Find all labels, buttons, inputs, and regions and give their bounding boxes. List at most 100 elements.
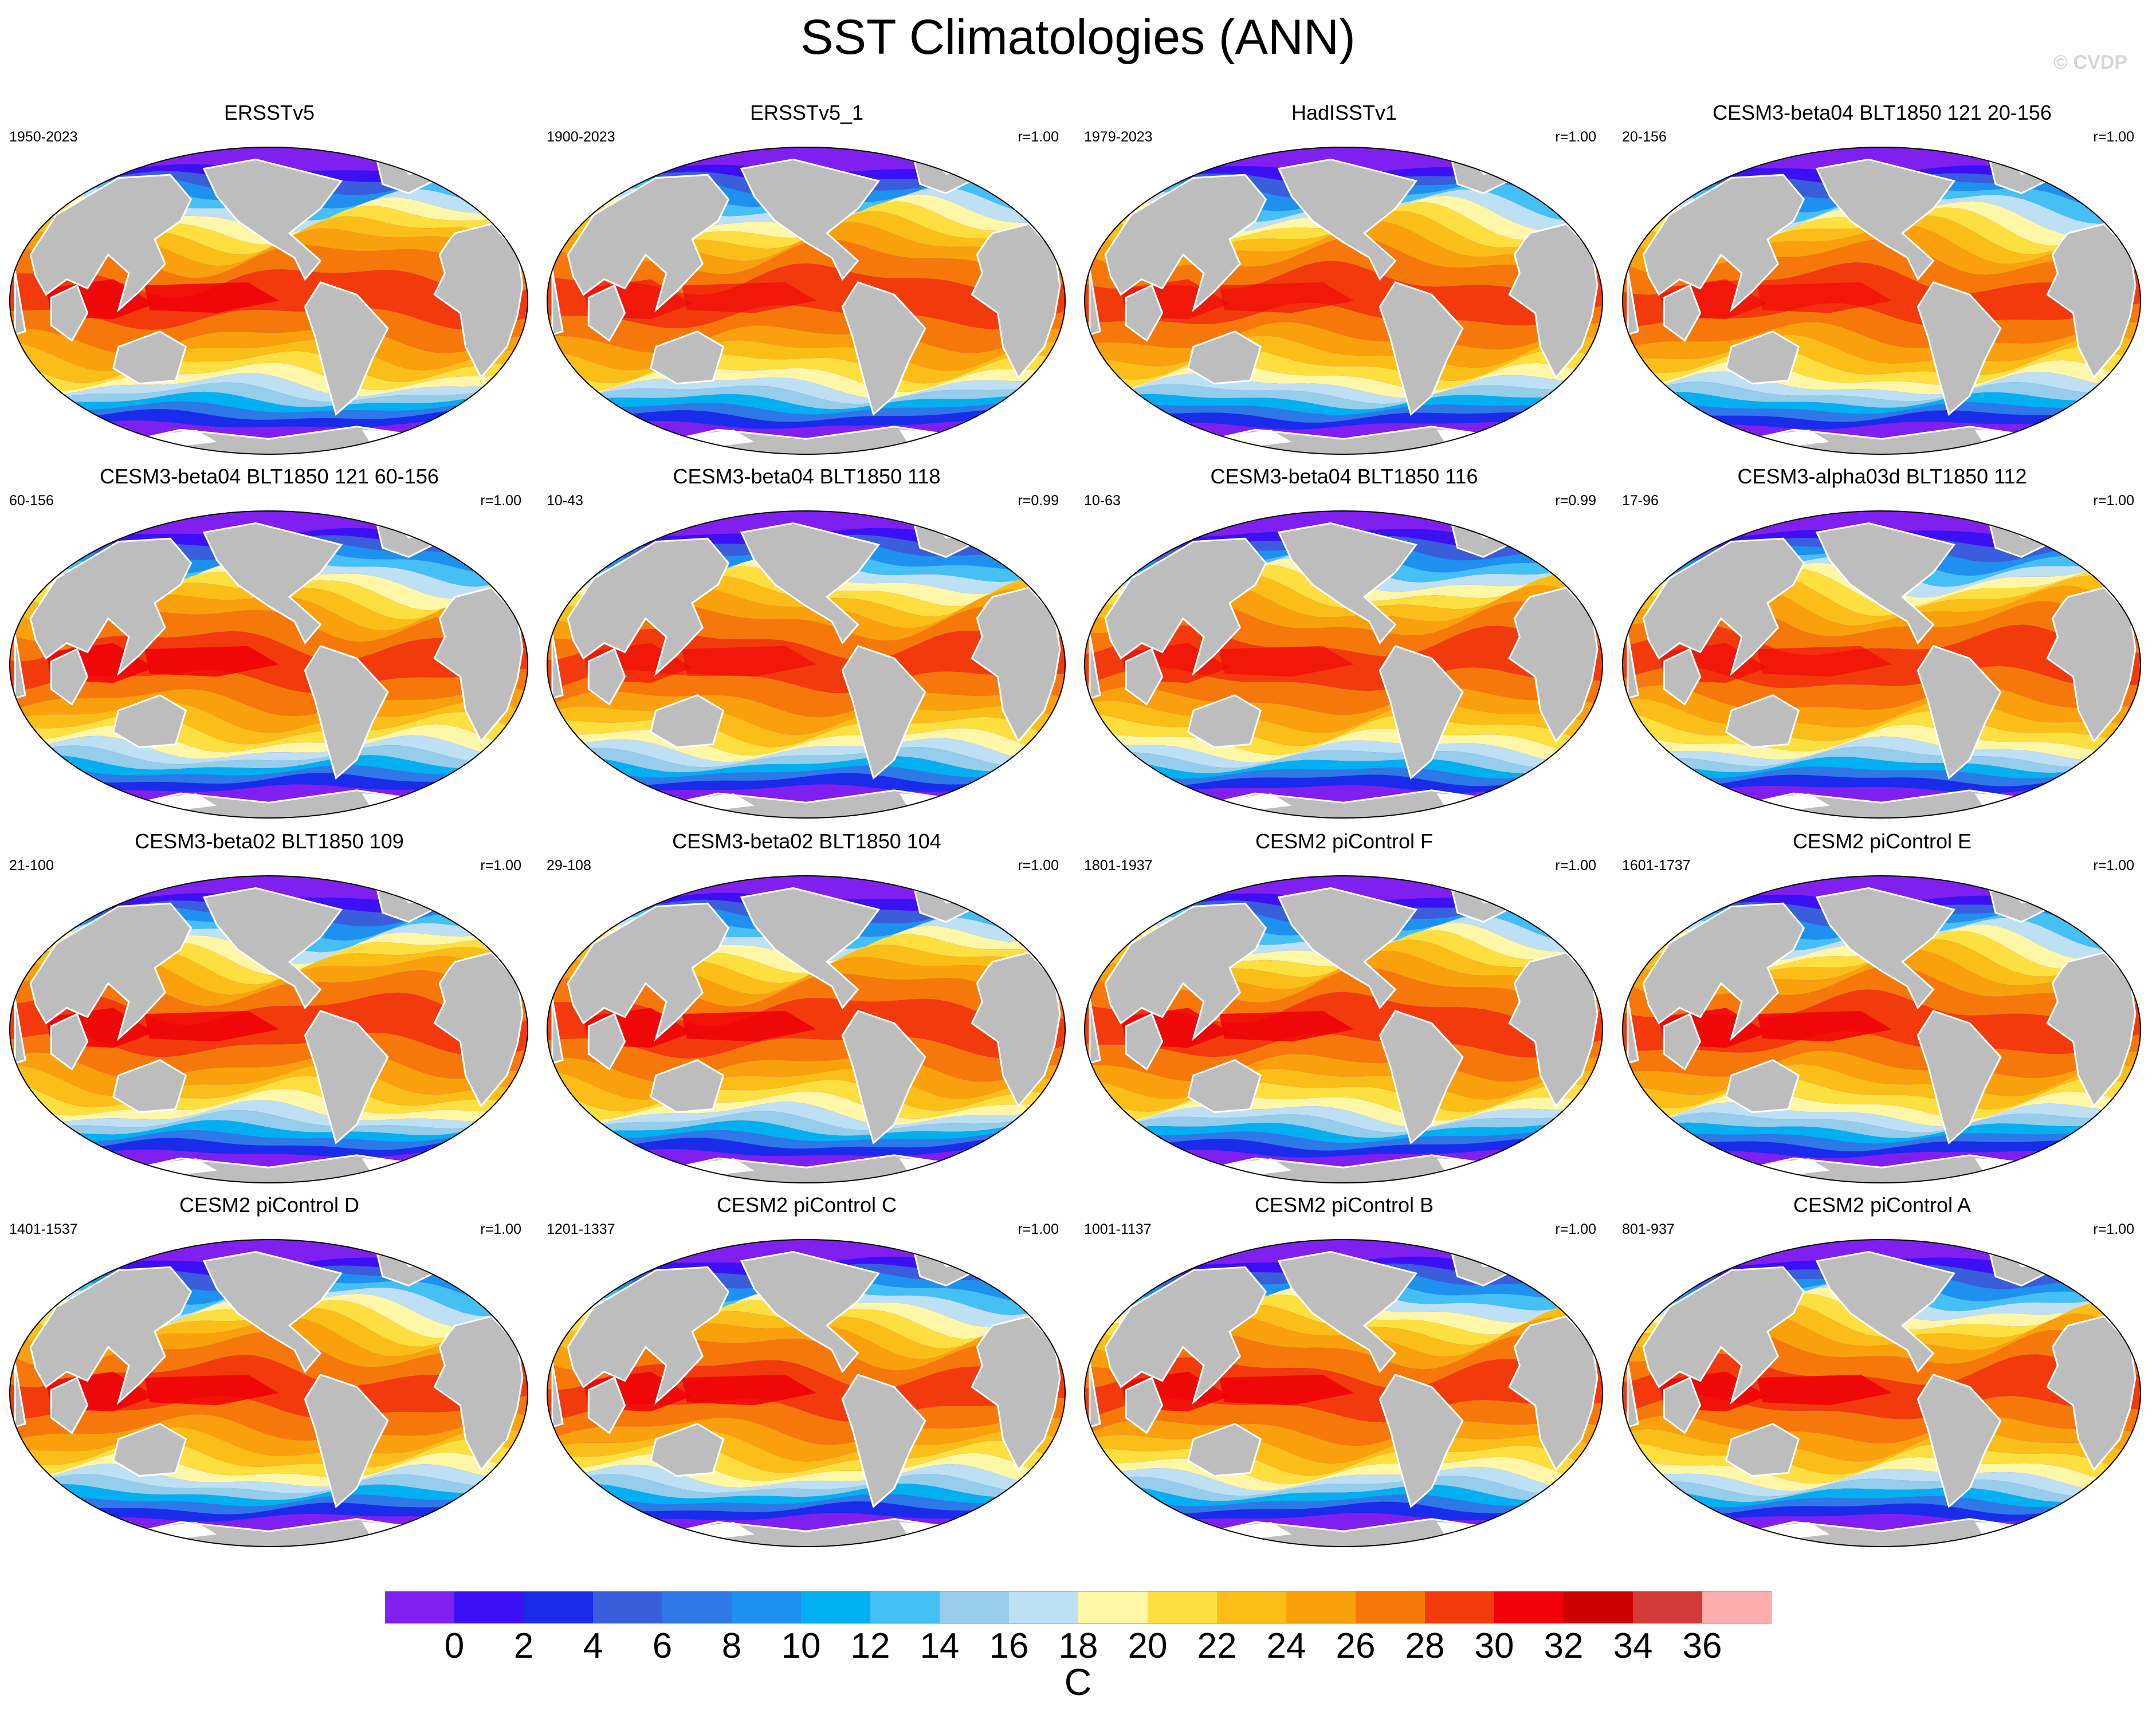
land-mass <box>650 1422 725 1477</box>
colorbar-swatch <box>524 1591 593 1623</box>
sst-contour-band <box>1623 724 2141 761</box>
land-mass <box>112 694 187 749</box>
panel-year-range: 1979-2023 <box>1084 129 1153 145</box>
land-mass <box>1187 694 1262 749</box>
sst-contour-band <box>1623 1478 2141 1502</box>
land-mass <box>551 270 564 336</box>
sst-contour-band <box>1085 1476 1603 1501</box>
sst-contour-band <box>10 765 528 785</box>
sst-contour-band <box>1085 750 1603 774</box>
panel-year-range: 1401-1537 <box>9 1221 78 1237</box>
colorbar-tick-label: 12 <box>851 1626 890 1660</box>
sst-map <box>1084 875 1603 1183</box>
sst-contour-band <box>10 939 528 985</box>
map-panel: CESM3-beta02 BLT1850 104 29-108 r=1.00 <box>537 829 1076 1193</box>
sst-contour-band <box>1623 1293 2141 1338</box>
land-mass <box>551 998 564 1065</box>
panel-title: CESM3-alpha03d BLT1850 112 <box>1737 465 2027 488</box>
sst-contour-band <box>547 738 1065 768</box>
sst-contour-band <box>10 1502 528 1522</box>
colorbar-frame <box>385 1591 1772 1624</box>
land-mass <box>1663 648 1702 706</box>
panel-title: ERSSTv5 <box>223 101 315 124</box>
warm-pool-region <box>682 282 817 313</box>
sst-contour-band <box>547 1111 1065 1136</box>
sst-contour-band <box>10 1474 528 1500</box>
land-mass <box>1187 1059 1262 1114</box>
colorbar-swatch <box>1286 1591 1356 1623</box>
sst-contour-band <box>10 1120 528 1142</box>
land-mass <box>1277 887 1418 1010</box>
panel-correlation: r=1.00 <box>2093 129 2134 145</box>
colorbar-tick-label: 0 <box>445 1626 464 1660</box>
warm-pool-region <box>1757 1010 1892 1042</box>
land-mass <box>567 902 730 1041</box>
sst-map <box>547 875 1066 1183</box>
sst-contour-band <box>1085 403 1603 423</box>
land-mass <box>551 634 564 700</box>
map-panel: CESM2 piControl A 801-937 r=1.00 <box>1613 1193 2151 1557</box>
sst-contour-band <box>10 1395 528 1441</box>
land-mass <box>1104 537 1267 676</box>
panel-correlation: r=1.00 <box>480 1221 521 1237</box>
sst-contour-band <box>1623 391 2141 414</box>
colorbar-tick-label: 2 <box>514 1626 533 1660</box>
land-mass <box>740 522 881 645</box>
sst-contour-band <box>1085 1485 1603 1506</box>
land-mass <box>567 1266 730 1405</box>
sst-contour-band <box>1085 536 1603 561</box>
sst-contour-band <box>1085 412 1603 430</box>
panel-year-range: 21-100 <box>9 858 54 874</box>
sst-map <box>1084 147 1603 455</box>
land-mass <box>567 537 730 676</box>
sst-contour-band <box>10 401 528 420</box>
sst-contour-band <box>10 1494 528 1515</box>
warm-pool-region <box>682 646 817 677</box>
sst-contour-band <box>1085 384 1603 410</box>
colorbar-unit-label: C <box>1064 1661 1092 1703</box>
sst-contour-band <box>10 214 528 266</box>
land-mass <box>50 1013 89 1071</box>
land-mass <box>1187 330 1262 385</box>
land-mass <box>202 887 343 1010</box>
sst-contour-band <box>1085 1131 1603 1151</box>
land-mass <box>29 537 193 676</box>
land-mass <box>841 1373 926 1509</box>
ice-shelf <box>899 793 962 811</box>
sst-contour-band <box>1085 394 1603 415</box>
panel-year-range: 17-96 <box>1622 493 1659 509</box>
warm-pool-region <box>1219 1374 1354 1406</box>
sst-contour-band <box>1085 322 1603 368</box>
sst-contour-band <box>10 351 528 391</box>
sst-contour-band <box>1623 1488 2141 1508</box>
ice-shelf <box>1436 1158 1499 1175</box>
colorbar-swatch <box>1009 1591 1078 1623</box>
map-outline <box>1084 1239 1603 1547</box>
panel-year-range: 1950-2023 <box>9 129 78 145</box>
sst-contour-band <box>1085 1466 1603 1496</box>
panel-year-range: 60-156 <box>9 493 54 509</box>
land-mass <box>14 1362 26 1429</box>
ice-shelf <box>1436 1522 1499 1539</box>
sst-map <box>9 875 528 1183</box>
sst-contour-band <box>1085 740 1603 768</box>
panel-title: CESM3-beta04 BLT1850 121 20-156 <box>1713 101 2052 124</box>
colorbar-tick-label: 34 <box>1613 1626 1653 1660</box>
sst-contour-band <box>1623 736 2141 767</box>
land-mass <box>50 1376 89 1434</box>
sst-contour-band <box>10 195 528 245</box>
sst-contour-band <box>547 1091 1065 1127</box>
sst-contour-band <box>1623 1051 2141 1096</box>
sst-map <box>547 147 1066 455</box>
panel-correlation: r=1.00 <box>480 493 521 509</box>
map-outline <box>547 510 1066 819</box>
sst-contour-band <box>10 1332 528 1387</box>
land-mass <box>1642 537 1805 676</box>
sst-contour-band <box>1623 757 2141 779</box>
colorbar-tick-label: 4 <box>583 1626 603 1660</box>
ice-shelf <box>362 1522 425 1539</box>
panel-year-range: 1001-1137 <box>1084 1221 1152 1237</box>
panel-title: CESM3-beta04 BLT1850 118 <box>673 465 941 488</box>
panel-correlation: r=1.00 <box>1555 129 1596 145</box>
